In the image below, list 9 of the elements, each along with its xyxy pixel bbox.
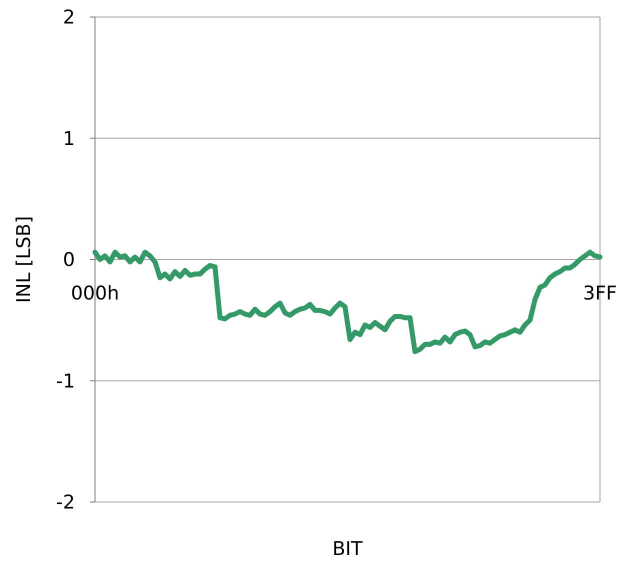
y-tick-label: -2 xyxy=(56,492,75,514)
y-tick-label: -1 xyxy=(56,370,75,392)
y-axis-title: INL [LSB] xyxy=(13,216,35,303)
x-tick-label: 3FF xyxy=(583,282,617,304)
y-tick-label: 1 xyxy=(62,128,75,150)
y-tick-label: 0 xyxy=(62,249,75,272)
x-tick-label: 000h xyxy=(70,282,120,304)
y-tick-label: 2 xyxy=(62,6,75,29)
x-axis-title: BIT xyxy=(332,538,364,560)
